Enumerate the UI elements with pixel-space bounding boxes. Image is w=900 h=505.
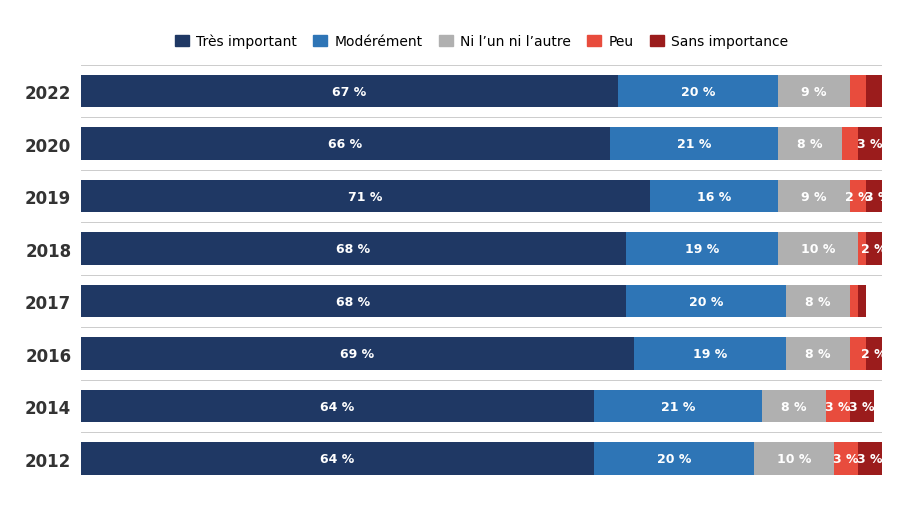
- Bar: [81, 337, 634, 370]
- Bar: [594, 390, 761, 423]
- Legend: Très important, Modérément, Ni l’un ni l’autre, Peu, Sans importance: Très important, Modérément, Ni l’un ni l…: [169, 29, 794, 55]
- Bar: [866, 337, 882, 370]
- Bar: [81, 390, 594, 423]
- Bar: [650, 180, 778, 213]
- Text: 64 %: 64 %: [320, 400, 355, 413]
- Bar: [609, 128, 778, 161]
- Bar: [786, 285, 850, 318]
- Bar: [866, 180, 890, 213]
- Bar: [594, 442, 754, 475]
- Text: 8 %: 8 %: [797, 138, 823, 150]
- Text: 21 %: 21 %: [661, 400, 695, 413]
- Bar: [81, 128, 609, 161]
- Bar: [626, 233, 778, 265]
- Bar: [858, 442, 882, 475]
- Bar: [842, 128, 858, 161]
- Text: 9 %: 9 %: [801, 190, 827, 203]
- Text: 19 %: 19 %: [693, 347, 727, 360]
- Bar: [834, 442, 858, 475]
- Bar: [850, 180, 866, 213]
- Text: 3 %: 3 %: [857, 452, 883, 465]
- Text: 9 %: 9 %: [801, 85, 827, 98]
- Text: 3 %: 3 %: [850, 400, 875, 413]
- Text: 67 %: 67 %: [332, 85, 366, 98]
- Bar: [81, 442, 594, 475]
- Text: 2 %: 2 %: [861, 347, 886, 360]
- Bar: [826, 390, 850, 423]
- Bar: [866, 233, 882, 265]
- Bar: [778, 180, 850, 213]
- Text: 10 %: 10 %: [777, 452, 811, 465]
- Text: 3 %: 3 %: [825, 400, 850, 413]
- Text: 3 %: 3 %: [865, 190, 891, 203]
- Text: 64 %: 64 %: [320, 452, 355, 465]
- Text: 3 %: 3 %: [857, 138, 883, 150]
- Text: 20 %: 20 %: [680, 85, 715, 98]
- Text: 21 %: 21 %: [677, 138, 711, 150]
- Text: 8 %: 8 %: [781, 400, 806, 413]
- Bar: [866, 76, 882, 108]
- Bar: [634, 337, 786, 370]
- Bar: [778, 128, 842, 161]
- Text: 8 %: 8 %: [806, 295, 831, 308]
- Bar: [81, 285, 626, 318]
- Text: 20 %: 20 %: [688, 295, 723, 308]
- Bar: [850, 76, 866, 108]
- Text: 16 %: 16 %: [697, 190, 731, 203]
- Bar: [617, 76, 778, 108]
- Bar: [778, 76, 850, 108]
- Bar: [626, 285, 786, 318]
- Text: 66 %: 66 %: [328, 138, 363, 150]
- Text: 2 %: 2 %: [861, 242, 886, 256]
- Bar: [81, 76, 617, 108]
- Text: 68 %: 68 %: [337, 295, 371, 308]
- Text: 69 %: 69 %: [340, 347, 374, 360]
- Bar: [858, 128, 882, 161]
- Bar: [778, 233, 858, 265]
- Text: 71 %: 71 %: [348, 190, 382, 203]
- Bar: [858, 285, 866, 318]
- Bar: [754, 442, 834, 475]
- Text: 19 %: 19 %: [685, 242, 719, 256]
- Bar: [850, 285, 858, 318]
- Bar: [81, 180, 650, 213]
- Text: 20 %: 20 %: [657, 452, 691, 465]
- Bar: [858, 233, 866, 265]
- Text: 8 %: 8 %: [806, 347, 831, 360]
- Bar: [850, 337, 866, 370]
- Bar: [850, 390, 874, 423]
- Text: 68 %: 68 %: [337, 242, 371, 256]
- Bar: [761, 390, 826, 423]
- Bar: [786, 337, 850, 370]
- Text: 2 %: 2 %: [845, 190, 871, 203]
- Text: 3 %: 3 %: [833, 452, 859, 465]
- Bar: [81, 233, 626, 265]
- Text: 10 %: 10 %: [801, 242, 835, 256]
